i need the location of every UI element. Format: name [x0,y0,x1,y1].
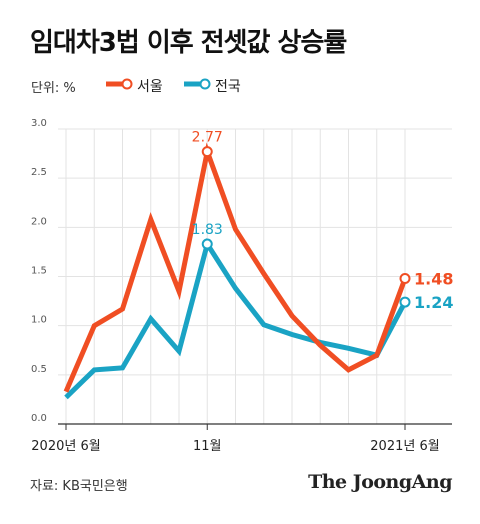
y-tick-label: 3.0 [31,118,47,129]
y-tick-label: 0.5 [31,364,47,375]
source-note: 자료: KB국민은행 [30,479,128,494]
y-tick-label: 0.0 [31,413,47,424]
legend-seoul-swatch [106,78,133,90]
data-point-national [201,238,213,250]
y-tick-label: 2.5 [31,167,47,178]
brand-logo: The JoongAng [308,471,452,493]
unit-label: 단위: % [31,81,76,96]
x-tick-label: 11월 [193,439,222,454]
data-point-seoul [201,146,213,158]
data-label-seoul: 2.77 [192,130,223,146]
legend-national-label: 전국 [215,79,241,95]
y-tick-label: 2.0 [31,216,47,227]
x-tick-label: 2021년 6월 [370,439,439,454]
data-point-national [399,296,411,308]
x-tick-label: 2020년 6월 [31,439,100,454]
legend-national-swatch [184,78,211,90]
y-tick-label: 1.5 [31,266,47,277]
data-label-seoul: 1.48 [414,269,453,288]
legend-seoul-label: 서울 [137,79,163,95]
chart-title: 임대차3법 이후 전셋값 상승률 [30,28,347,58]
series-line-seoul [63,142,408,393]
data-point-seoul [399,272,411,284]
series-line-national [64,237,408,400]
data-label-national: 1.83 [192,222,223,238]
legend-national: 전국 [182,72,262,96]
data-label-national: 1.24 [414,293,453,312]
legend-seoul: 서울 [104,72,184,96]
y-tick-label: 1.0 [31,315,47,326]
